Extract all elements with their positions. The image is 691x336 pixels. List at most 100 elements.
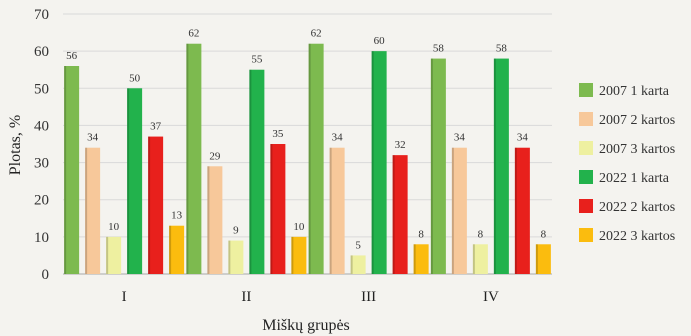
legend-swatch: [579, 112, 593, 126]
bar: [472, 244, 488, 274]
data-label: 62: [188, 28, 199, 40]
bar: [106, 236, 122, 274]
data-label: 10: [293, 221, 305, 233]
y-tick-label: 10: [34, 230, 49, 246]
bar-shade: [535, 244, 538, 274]
legend: 2007 1 karta 2007 2 kartos 2007 3 kartos 20…: [579, 83, 675, 244]
data-label: 13: [171, 210, 183, 222]
bar-shade: [514, 147, 517, 274]
bar: [207, 166, 223, 274]
bar: [308, 43, 324, 274]
y-tick-label: 70: [34, 7, 49, 23]
y-tick-label: 0: [42, 267, 50, 283]
bar: [169, 225, 185, 274]
bar-shade: [106, 236, 109, 274]
bar-shade: [148, 136, 151, 274]
bar: [514, 147, 530, 274]
bar-shade: [472, 244, 475, 274]
data-label: 10: [108, 221, 120, 233]
bar: [85, 147, 101, 274]
bar: [371, 51, 387, 275]
data-label: 58: [496, 43, 508, 55]
bar-shade: [430, 58, 433, 275]
bar: [127, 88, 143, 275]
bar-shade: [249, 69, 252, 274]
data-label: 34: [454, 132, 466, 144]
bar: [270, 144, 286, 274]
data-label: 60: [374, 35, 386, 47]
bar: [228, 240, 244, 274]
bar-shade: [186, 43, 189, 274]
legend-swatch: [579, 228, 593, 242]
bar-shade: [413, 244, 416, 274]
data-label: 37: [150, 121, 162, 133]
data-label: 55: [251, 54, 263, 66]
bar-shade: [169, 225, 172, 274]
bar-shade: [493, 58, 496, 275]
category-label: III: [361, 289, 376, 305]
data-label: 9: [233, 225, 239, 237]
y-tick-label: 50: [34, 81, 49, 97]
data-label: 50: [129, 72, 141, 84]
y-tick-label: 40: [34, 118, 49, 134]
data-labels: 56 34 10 50 37 13 62 29 9 55 35 10 62 34 5 60 32 8 58 34 8 58…: [66, 28, 547, 252]
bar-shade: [291, 236, 294, 274]
data-label: 5: [355, 239, 361, 251]
bar: [413, 244, 429, 274]
data-label: 62: [311, 28, 322, 40]
bar: [64, 66, 80, 274]
bar: [291, 236, 307, 274]
data-label: 35: [272, 128, 284, 140]
data-label: 29: [209, 150, 221, 162]
bar: [493, 58, 509, 275]
bar: [430, 58, 446, 275]
bar: [148, 136, 164, 274]
bar: [535, 244, 551, 274]
data-label: 58: [433, 43, 445, 55]
data-label: 32: [395, 139, 406, 151]
category-label: II: [241, 289, 251, 305]
category-label: IV: [483, 289, 499, 305]
bar-shade: [371, 51, 374, 275]
legend-swatch: [579, 141, 593, 155]
bar: [329, 147, 345, 274]
bar: [249, 69, 265, 274]
x-axis-title: Miškų grupės: [262, 317, 350, 334]
y-tick-label: 30: [34, 156, 49, 172]
legend-label: 2022 2 kartos: [599, 200, 675, 215]
data-label: 8: [478, 228, 484, 240]
category-label: I: [122, 289, 127, 305]
bar-shade: [64, 66, 67, 274]
legend-label: 2007 1 karta: [599, 84, 670, 99]
legend-label: 2007 2 kartos: [599, 113, 675, 128]
bar-shade: [207, 166, 210, 274]
bar-shade: [85, 147, 88, 274]
bar-shade: [228, 240, 231, 274]
legend-label: 2022 3 kartos: [599, 229, 675, 244]
bar-shade: [451, 147, 454, 274]
bar-shade: [270, 144, 273, 274]
y-axis-title: Plotas, %: [7, 115, 24, 175]
legend-label: 2007 3 kartos: [599, 142, 675, 157]
bar: [350, 255, 366, 274]
bar: [392, 155, 408, 274]
gridlines: [63, 13, 552, 275]
data-label: 34: [332, 132, 344, 144]
legend-swatch: [579, 170, 593, 184]
bar-shade: [350, 255, 353, 274]
data-label: 8: [418, 228, 424, 240]
bar-shade: [392, 155, 395, 274]
data-label: 34: [87, 132, 99, 144]
legend-swatch: [579, 199, 593, 213]
bar-shade: [127, 88, 130, 275]
data-label: 56: [66, 50, 78, 62]
legend-label: 2022 1 karta: [599, 171, 670, 186]
bar-shade: [308, 43, 311, 274]
data-label: 34: [517, 132, 529, 144]
data-label: 8: [541, 228, 547, 240]
y-tick-label: 20: [34, 193, 49, 209]
bar-shade: [329, 147, 332, 274]
